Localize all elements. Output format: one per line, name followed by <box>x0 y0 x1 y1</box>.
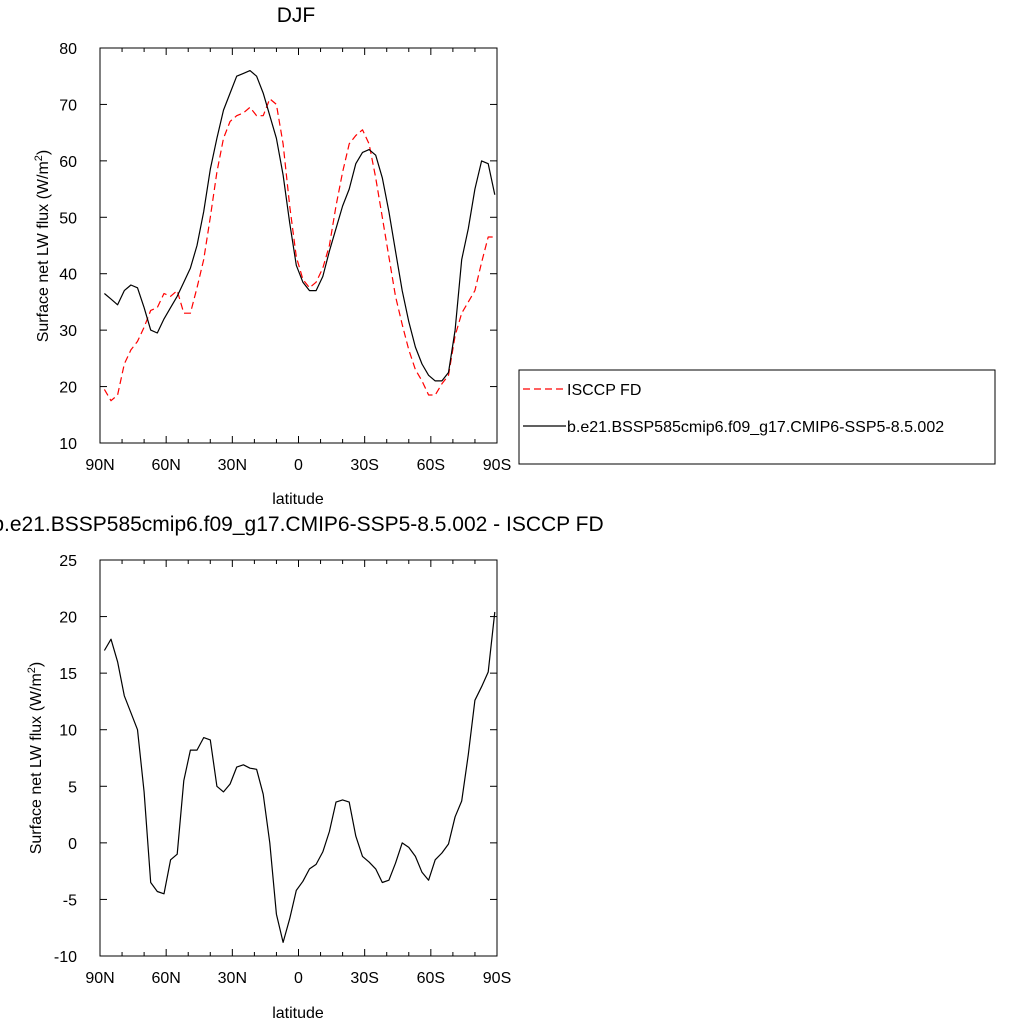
chart-bottom-ticks: 90N 60N 30N 0 30S 60S 90S -10 -5 0 5 10 15 20 25 <box>54 553 511 987</box>
chart-top-ytick-label: 80 <box>59 41 77 58</box>
legend-model-label: b.e21.BSSP585cmip6.f09_g17.CMIP6-SSP5-8.… <box>567 419 944 436</box>
chart-top-ylabel-sup: 2 <box>33 155 45 161</box>
chart-bottom-xtick-label: 90S <box>483 970 511 987</box>
chart-bottom-ytick-label: 5 <box>68 779 77 796</box>
chart-bottom-ylabel: Surface net LW flux (W/m2) <box>26 662 45 855</box>
chart-top-xtick-label: 0 <box>294 457 303 474</box>
chart-bottom-ylabel-main: Surface net LW flux (W/m <box>28 673 45 854</box>
chart-top-xtick-label: 60S <box>417 457 445 474</box>
chart-top-ytick-label: 10 <box>59 436 77 453</box>
chart-bottom-title: b.e21.BSSP585cmip6.f09_g17.CMIP6-SSP5-8.… <box>0 513 604 536</box>
chart-bottom-ytick-label: 10 <box>59 723 77 740</box>
legend-box <box>518 369 996 465</box>
chart-bottom-xtick-label: 60N <box>151 970 180 987</box>
chart-bottom-xtick-label: 0 <box>294 970 303 987</box>
chart-top-ytick-label: 70 <box>59 97 77 114</box>
chart-top-xtick-label: 30S <box>350 457 378 474</box>
chart-bottom-ytick-label: 15 <box>59 666 77 683</box>
chart-top-ticks: 90N 60N 30N 0 30S 60S 90S 10 20 30 40 50 60 70 80 <box>59 41 511 474</box>
chart-bottom-xtick-label: 30N <box>218 970 247 987</box>
chart-top: DJF 90N 60N 30N 0 30S 60S 90S1020304050607080 … <box>33 4 996 508</box>
chart-top-xtick-label: 30N <box>218 457 247 474</box>
chart-bottom-ytick-label: 20 <box>59 610 77 627</box>
chart-bottom-xtick-label: 90N <box>85 970 114 987</box>
chart-bottom-ytick-label: -10 <box>54 949 77 966</box>
legend-isccp-label: ISCCP FD <box>567 382 641 399</box>
chart-bottom-xtick-label: 30S <box>350 970 378 987</box>
chart-top-ylabel: Surface net LW flux (W/m2) <box>33 150 52 343</box>
chart-top-series-model-line <box>104 69 496 382</box>
chart-bottom-ytick-label: 0 <box>68 836 77 853</box>
chart-top-ytick-label: 40 <box>59 267 77 284</box>
chart-top-ylabel-tail: ) <box>35 150 52 155</box>
chart-bottom-ylabel-tail: ) <box>28 662 45 667</box>
chart-top-ylabel-main: Surface net LW flux (W/m <box>35 161 52 342</box>
chart-top-frame <box>99 47 498 444</box>
chart-bottom-ytick-label: -5 <box>63 892 77 909</box>
chart-top-ytick-label: 60 <box>59 154 77 171</box>
chart-top-xtick-label: 90N <box>85 457 114 474</box>
chart-top-ytick-label: 20 <box>59 380 77 397</box>
chart-bottom-ytick-label: 25 <box>59 553 77 570</box>
legend: ISCCP FD b.e21.BSSP585cmip6.f09_g17.CMIP… <box>518 369 996 465</box>
chart-bottom-series-difference-line <box>103 611 496 944</box>
chart-top-ytick-label: 30 <box>59 323 77 340</box>
chart-top-ytick-label: 50 <box>59 210 77 227</box>
chart-top-series-isccp-line <box>103 98 495 402</box>
chart-bottom-series <box>103 611 496 944</box>
chart-top-series <box>103 69 496 402</box>
chart-top-xtick-label: 90S <box>483 457 511 474</box>
chart-top-xlabel: latitude <box>272 491 324 508</box>
chart-top-xtick-label: 60N <box>151 457 180 474</box>
chart-bottom-xtick-label: 60S <box>417 970 445 987</box>
chart-bottom-frame <box>99 559 498 957</box>
chart-bottom-ylabel-sup: 2 <box>26 667 38 673</box>
chart-bottom: b.e21.BSSP585cmip6.f09_g17.CMIP6-SSP5-8.… <box>0 513 604 1022</box>
chart-bottom-xlabel: latitude <box>272 1005 324 1022</box>
chart-top-title: DJF <box>277 4 316 27</box>
